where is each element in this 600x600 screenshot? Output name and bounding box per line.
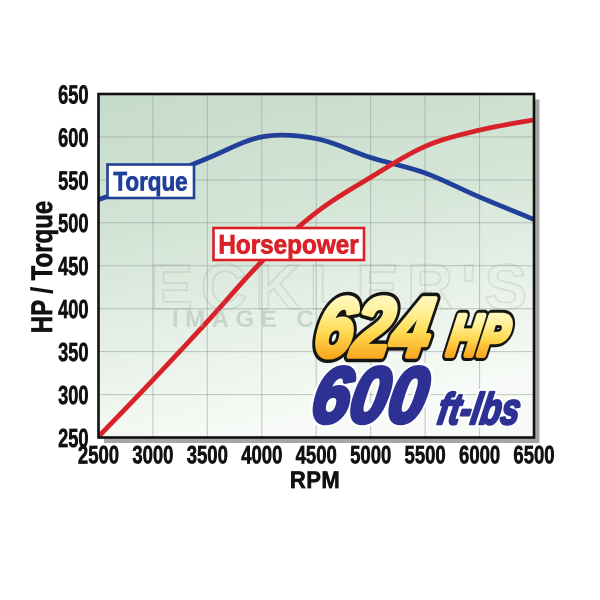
svg-text:5500: 5500 [405, 441, 446, 469]
svg-text:550: 550 [58, 166, 88, 195]
svg-text:6000: 6000 [459, 441, 500, 469]
svg-text:350: 350 [58, 338, 88, 367]
svg-text:300: 300 [58, 381, 88, 410]
svg-text:HP: HP [444, 303, 515, 367]
svg-text:624: 624 [308, 282, 440, 374]
svg-text:250: 250 [58, 424, 88, 453]
svg-text:650: 650 [58, 80, 88, 109]
svg-text:ECKLER'S: ECKLER'S [150, 251, 535, 323]
svg-text:400: 400 [58, 295, 88, 324]
svg-text:624: 624 [308, 282, 440, 374]
svg-text:4000: 4000 [241, 441, 282, 469]
svg-text:ft-lbs: ft-lbs [434, 385, 524, 434]
svg-text:Horsepower: Horsepower [218, 230, 358, 259]
svg-text:RPM: RPM [290, 466, 340, 493]
svg-text:3500: 3500 [187, 441, 228, 469]
svg-text:600: 600 [58, 123, 88, 152]
svg-text:3000: 3000 [132, 441, 173, 469]
svg-text:500: 500 [58, 209, 88, 238]
svg-text:450: 450 [58, 252, 88, 281]
svg-text:ft-lbs: ft-lbs [434, 385, 524, 434]
svg-text:600: 600 [306, 352, 436, 439]
svg-text:IMAGE CO: IMAGE CO [172, 306, 345, 333]
svg-text:Torque: Torque [113, 168, 187, 197]
svg-text:600: 600 [306, 352, 436, 439]
svg-text:6500: 6500 [513, 441, 554, 469]
svg-text:2500: 2500 [78, 441, 119, 469]
svg-text:4500: 4500 [296, 441, 337, 469]
svg-text:HP / Torque: HP / Torque [24, 201, 58, 333]
svg-text:5000: 5000 [350, 441, 391, 469]
